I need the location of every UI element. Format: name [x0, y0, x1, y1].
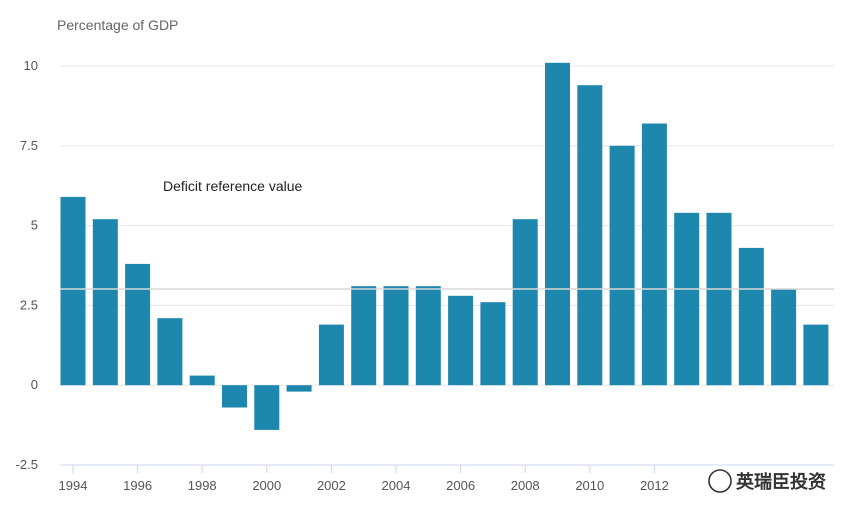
- x-tick-label: 2006: [446, 478, 475, 493]
- bar-2007: [480, 302, 506, 386]
- x-tick-label: 2000: [252, 478, 281, 493]
- bar-1998: [189, 375, 215, 386]
- bar-1996: [125, 263, 151, 386]
- x-tick-label: 1998: [188, 478, 217, 493]
- bar-2013: [674, 212, 700, 386]
- y-tick-label: 7.5: [20, 138, 38, 153]
- bar-2017: [803, 324, 829, 386]
- y-axis-title: Percentage of GDP: [57, 17, 178, 33]
- bar-2001: [286, 385, 312, 392]
- bar-2008: [512, 219, 538, 386]
- bar-1999: [222, 385, 247, 408]
- bars: [60, 62, 829, 430]
- bar-2011: [609, 145, 635, 386]
- x-tick-label: 2002: [317, 478, 346, 493]
- x-tick-label: 2008: [511, 478, 540, 493]
- bar-2005: [415, 286, 441, 386]
- y-tick-label: 10: [24, 58, 38, 73]
- x-tick-label: 2012: [640, 478, 669, 493]
- bar-2015: [738, 247, 764, 386]
- x-tick-label: 2004: [382, 478, 411, 493]
- bar-2002: [318, 324, 344, 386]
- bar-2016: [771, 289, 797, 386]
- y-tick-labels: -2.5 0 2.5 5 7.5 10: [16, 58, 38, 472]
- bar-2003: [351, 286, 377, 386]
- y-tick-label: 5: [31, 218, 38, 233]
- watermark: 英瑞臣投资: [708, 469, 826, 493]
- bar-2010: [577, 85, 603, 386]
- wechat-icon: [708, 469, 732, 493]
- bar-2000: [254, 385, 280, 430]
- x-tick-labels: 1994 1996 1998 2000 2002 2004 2006 2008 2010 2012: [59, 465, 669, 493]
- bar-2014: [706, 212, 732, 386]
- bar-1995: [92, 219, 118, 386]
- x-tick-label: 2010: [575, 478, 604, 493]
- bar-2006: [448, 295, 474, 386]
- bar-2009: [545, 62, 570, 386]
- bar-1994: [60, 196, 86, 386]
- y-tick-label: 0: [31, 377, 38, 392]
- x-tick-label: 1994: [59, 478, 88, 493]
- bar-2004: [383, 286, 409, 386]
- y-tick-label: -2.5: [16, 457, 38, 472]
- x-tick-label: 1996: [123, 478, 152, 493]
- watermark-text: 英瑞臣投资: [735, 471, 826, 493]
- deficit-reference-label: Deficit reference value: [163, 178, 303, 194]
- bar-1997: [157, 318, 183, 386]
- y-tick-label: 2.5: [20, 297, 38, 312]
- bar-2012: [641, 123, 667, 386]
